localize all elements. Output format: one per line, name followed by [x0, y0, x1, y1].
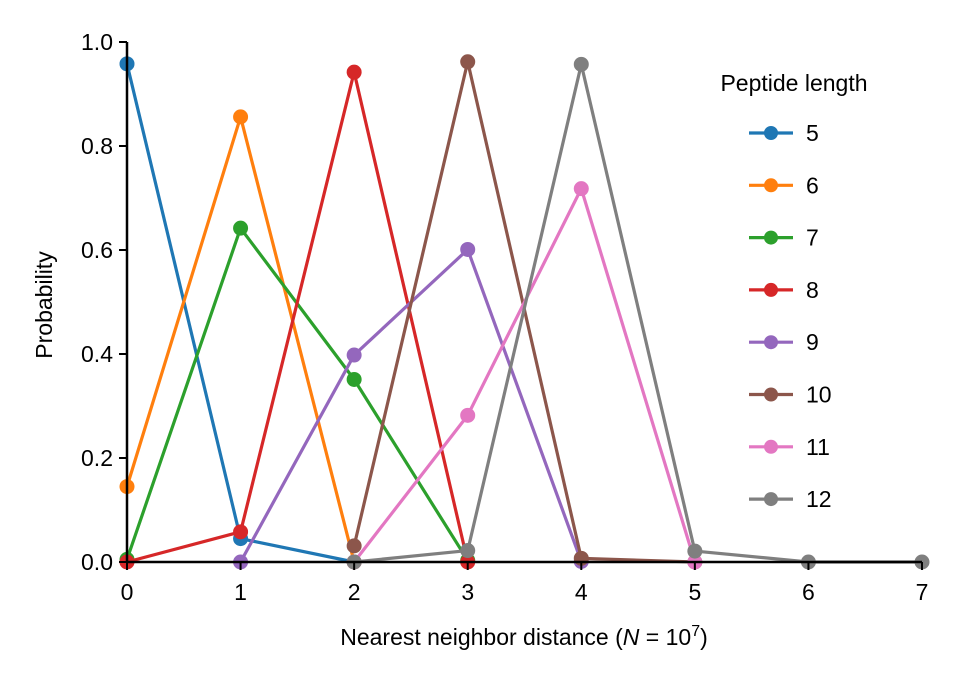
legend-label: 5 [806, 120, 819, 146]
series-8 [119, 64, 476, 570]
data-point [346, 347, 362, 363]
x-tick-label: 4 [575, 579, 588, 605]
x-tick-label: 2 [348, 579, 361, 605]
legend: Peptide length 5 6 7 8 9 10 11 12 [720, 70, 867, 512]
data-point [460, 241, 476, 257]
series-5 [119, 56, 362, 570]
data-point [460, 54, 476, 70]
series-11 [346, 181, 703, 570]
y-tick-label: 0.6 [81, 237, 113, 263]
x-tick-label: 1 [234, 579, 247, 605]
x-tick-label: 6 [802, 579, 815, 605]
data-point [460, 407, 476, 423]
legend-swatch-marker [764, 178, 778, 193]
data-point [460, 543, 476, 559]
data-point [687, 543, 703, 559]
legend-swatch-marker [764, 387, 778, 402]
x-axis-label-exponent: 7 [691, 623, 700, 640]
x-axis-label-prefix: Nearest neighbor distance ( [340, 624, 623, 650]
legend-swatch-marker [764, 335, 778, 350]
legend-label: 7 [806, 225, 819, 251]
data-point [573, 56, 589, 72]
legend-item: 6 [749, 172, 819, 198]
x-tick-label: 0 [121, 579, 134, 605]
x-axis-label: Nearest neighbor distance (N = 107) [340, 623, 708, 650]
series-layer [119, 54, 930, 570]
y-tick-label: 0.4 [81, 341, 113, 367]
legend-swatch-marker [764, 492, 778, 507]
legend-label: 9 [806, 329, 819, 355]
legend-swatch-marker [764, 282, 778, 297]
legend-label: 8 [806, 277, 819, 303]
series-line [125, 115, 356, 563]
legend-item: 9 [749, 329, 819, 355]
x-axis-label-suffix: ) [700, 624, 708, 650]
legend-item: 7 [749, 225, 819, 251]
axes-layer [125, 42, 922, 564]
legend-items: 5 6 7 8 9 10 11 12 [749, 120, 832, 512]
x-tick-label: 3 [461, 579, 474, 605]
series-line [352, 187, 697, 563]
legend-label: 10 [806, 382, 832, 408]
y-tick-label: 1.0 [81, 29, 113, 55]
legend-item: 11 [749, 434, 830, 460]
legend-swatch-marker [764, 439, 778, 454]
x-tick-label: 7 [916, 579, 929, 605]
x-axis-label-eq: = 10 [639, 624, 691, 650]
legend-label: 12 [806, 486, 832, 512]
series-line [126, 70, 470, 564]
series-7 [119, 220, 476, 568]
data-point [346, 538, 362, 554]
x-axis-label-var: N [623, 624, 640, 650]
legend-title: Peptide length [720, 70, 867, 96]
legend-label: 6 [806, 172, 819, 198]
legend-item: 8 [749, 277, 819, 303]
legend-swatch-marker [764, 126, 778, 140]
y-tick-label: 0.0 [81, 549, 113, 575]
legend-label: 11 [806, 434, 830, 460]
series-12 [346, 56, 930, 570]
data-point [573, 181, 589, 197]
legend-item: 10 [749, 382, 832, 408]
y-tick-label: 0.8 [81, 133, 113, 159]
ticks-layer: 0 1 2 3 4 5 6 70.00.20.40.60.81.0 [81, 29, 928, 605]
legend-swatch-marker [764, 230, 778, 245]
x-tick-label: 5 [688, 579, 701, 605]
legend-item: 12 [749, 486, 832, 512]
legend-item: 5 [749, 120, 819, 146]
data-point [346, 371, 362, 387]
data-point [233, 109, 249, 125]
series-line [353, 62, 922, 564]
data-point [233, 220, 249, 236]
y-axis-label: Probability [31, 251, 57, 359]
y-tick-label: 0.2 [81, 445, 113, 471]
data-point [233, 524, 249, 540]
series-line [125, 63, 355, 564]
data-point [346, 64, 362, 80]
